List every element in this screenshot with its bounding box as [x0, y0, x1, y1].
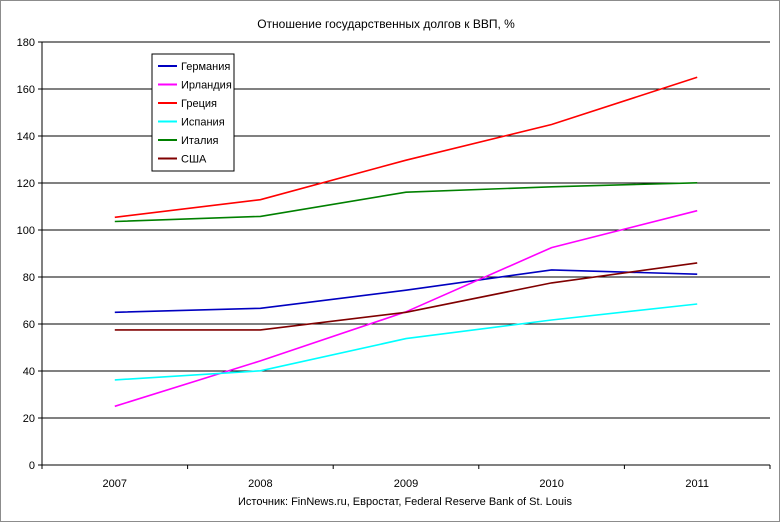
x-tick-label: 2010: [539, 478, 563, 490]
x-tick-label: 2011: [685, 478, 709, 490]
y-tick-label: 0: [29, 460, 35, 472]
axes: 0 20 40 60 80 100 120 140 160 180 2007 2008 2009 2010…: [17, 37, 771, 490]
series-line-6: [114, 262, 698, 331]
y-tick-label: 100: [17, 225, 35, 237]
y-tick-label: 120: [17, 178, 35, 190]
legend-label: Испания: [181, 117, 225, 129]
legend-label: Италия: [181, 135, 219, 147]
grid: [42, 41, 770, 419]
y-tick-label: 80: [23, 272, 35, 284]
legend: Германия Ирландия Греция Испания Италия США: [151, 53, 235, 172]
series-line-1: [114, 269, 698, 314]
series-line-5: [114, 182, 698, 223]
x-tick-label: 2009: [394, 478, 418, 490]
legend-label: Германия: [181, 61, 230, 73]
legend-label: США: [181, 154, 207, 166]
series-lines: [114, 76, 698, 408]
y-tick-label: 160: [17, 84, 35, 96]
legend-label: Ирландия: [181, 80, 232, 92]
legend-box: [151, 53, 235, 172]
y-tick-label: 140: [17, 131, 35, 143]
y-tick-label: 180: [17, 37, 35, 49]
series-line-3: [114, 76, 698, 219]
series-line-2: [114, 209, 698, 408]
x-tick-label: 2007: [103, 478, 127, 490]
chart-title: Отношение государственных долгов к ВВП, …: [257, 17, 515, 31]
y-tick-label: 20: [23, 413, 35, 425]
x-tick-label: 2008: [248, 478, 272, 490]
source-note: Источник: FinNews.ru, Евростат, Federal …: [238, 496, 572, 508]
y-tick-label: 40: [23, 366, 35, 378]
y-tick-label: 60: [23, 319, 35, 331]
series-line-4: [114, 303, 698, 381]
legend-label: Греция: [181, 98, 217, 110]
